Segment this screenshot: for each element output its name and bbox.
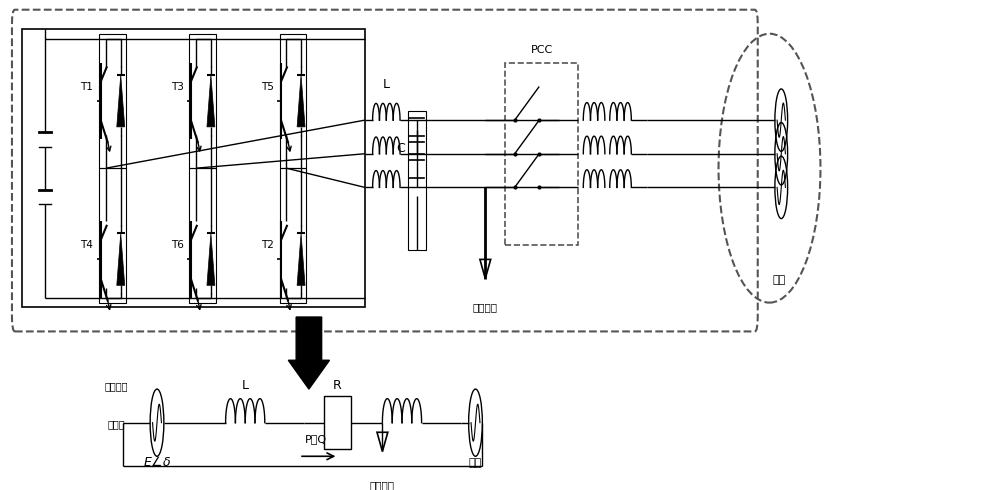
Text: T6: T6 xyxy=(171,240,183,250)
Bar xyxy=(189,168,216,303)
Polygon shape xyxy=(117,75,125,127)
Text: T1: T1 xyxy=(80,81,93,92)
Text: T3: T3 xyxy=(171,81,183,92)
Text: T4: T4 xyxy=(80,240,93,250)
Text: 本地负荷: 本地负荷 xyxy=(370,480,395,490)
Text: L: L xyxy=(242,379,249,392)
Bar xyxy=(505,63,578,245)
Bar xyxy=(189,34,216,168)
Polygon shape xyxy=(297,75,305,127)
Text: P、Q: P、Q xyxy=(305,434,327,444)
Polygon shape xyxy=(288,317,329,389)
Polygon shape xyxy=(207,233,215,285)
Polygon shape xyxy=(297,233,305,285)
Text: PCC: PCC xyxy=(531,45,553,55)
Bar xyxy=(280,34,306,168)
Bar xyxy=(99,34,126,168)
Bar xyxy=(22,29,365,307)
Text: 虚拟同步: 虚拟同步 xyxy=(104,381,128,391)
Text: T5: T5 xyxy=(261,81,274,92)
Text: 电网: 电网 xyxy=(469,458,482,468)
Text: L: L xyxy=(383,78,390,91)
Bar xyxy=(324,396,351,449)
Text: R: R xyxy=(333,379,342,392)
Bar xyxy=(99,168,126,303)
Text: C: C xyxy=(396,143,405,155)
Text: $E\angle\delta$: $E\angle\delta$ xyxy=(143,455,171,469)
Text: 电网: 电网 xyxy=(773,275,786,285)
Bar xyxy=(408,111,426,250)
Text: T2: T2 xyxy=(261,240,274,250)
Text: 本地负荷: 本地负荷 xyxy=(473,303,498,313)
Polygon shape xyxy=(207,75,215,127)
Text: 发电机: 发电机 xyxy=(107,419,125,429)
Polygon shape xyxy=(117,233,125,285)
Bar xyxy=(280,168,306,303)
